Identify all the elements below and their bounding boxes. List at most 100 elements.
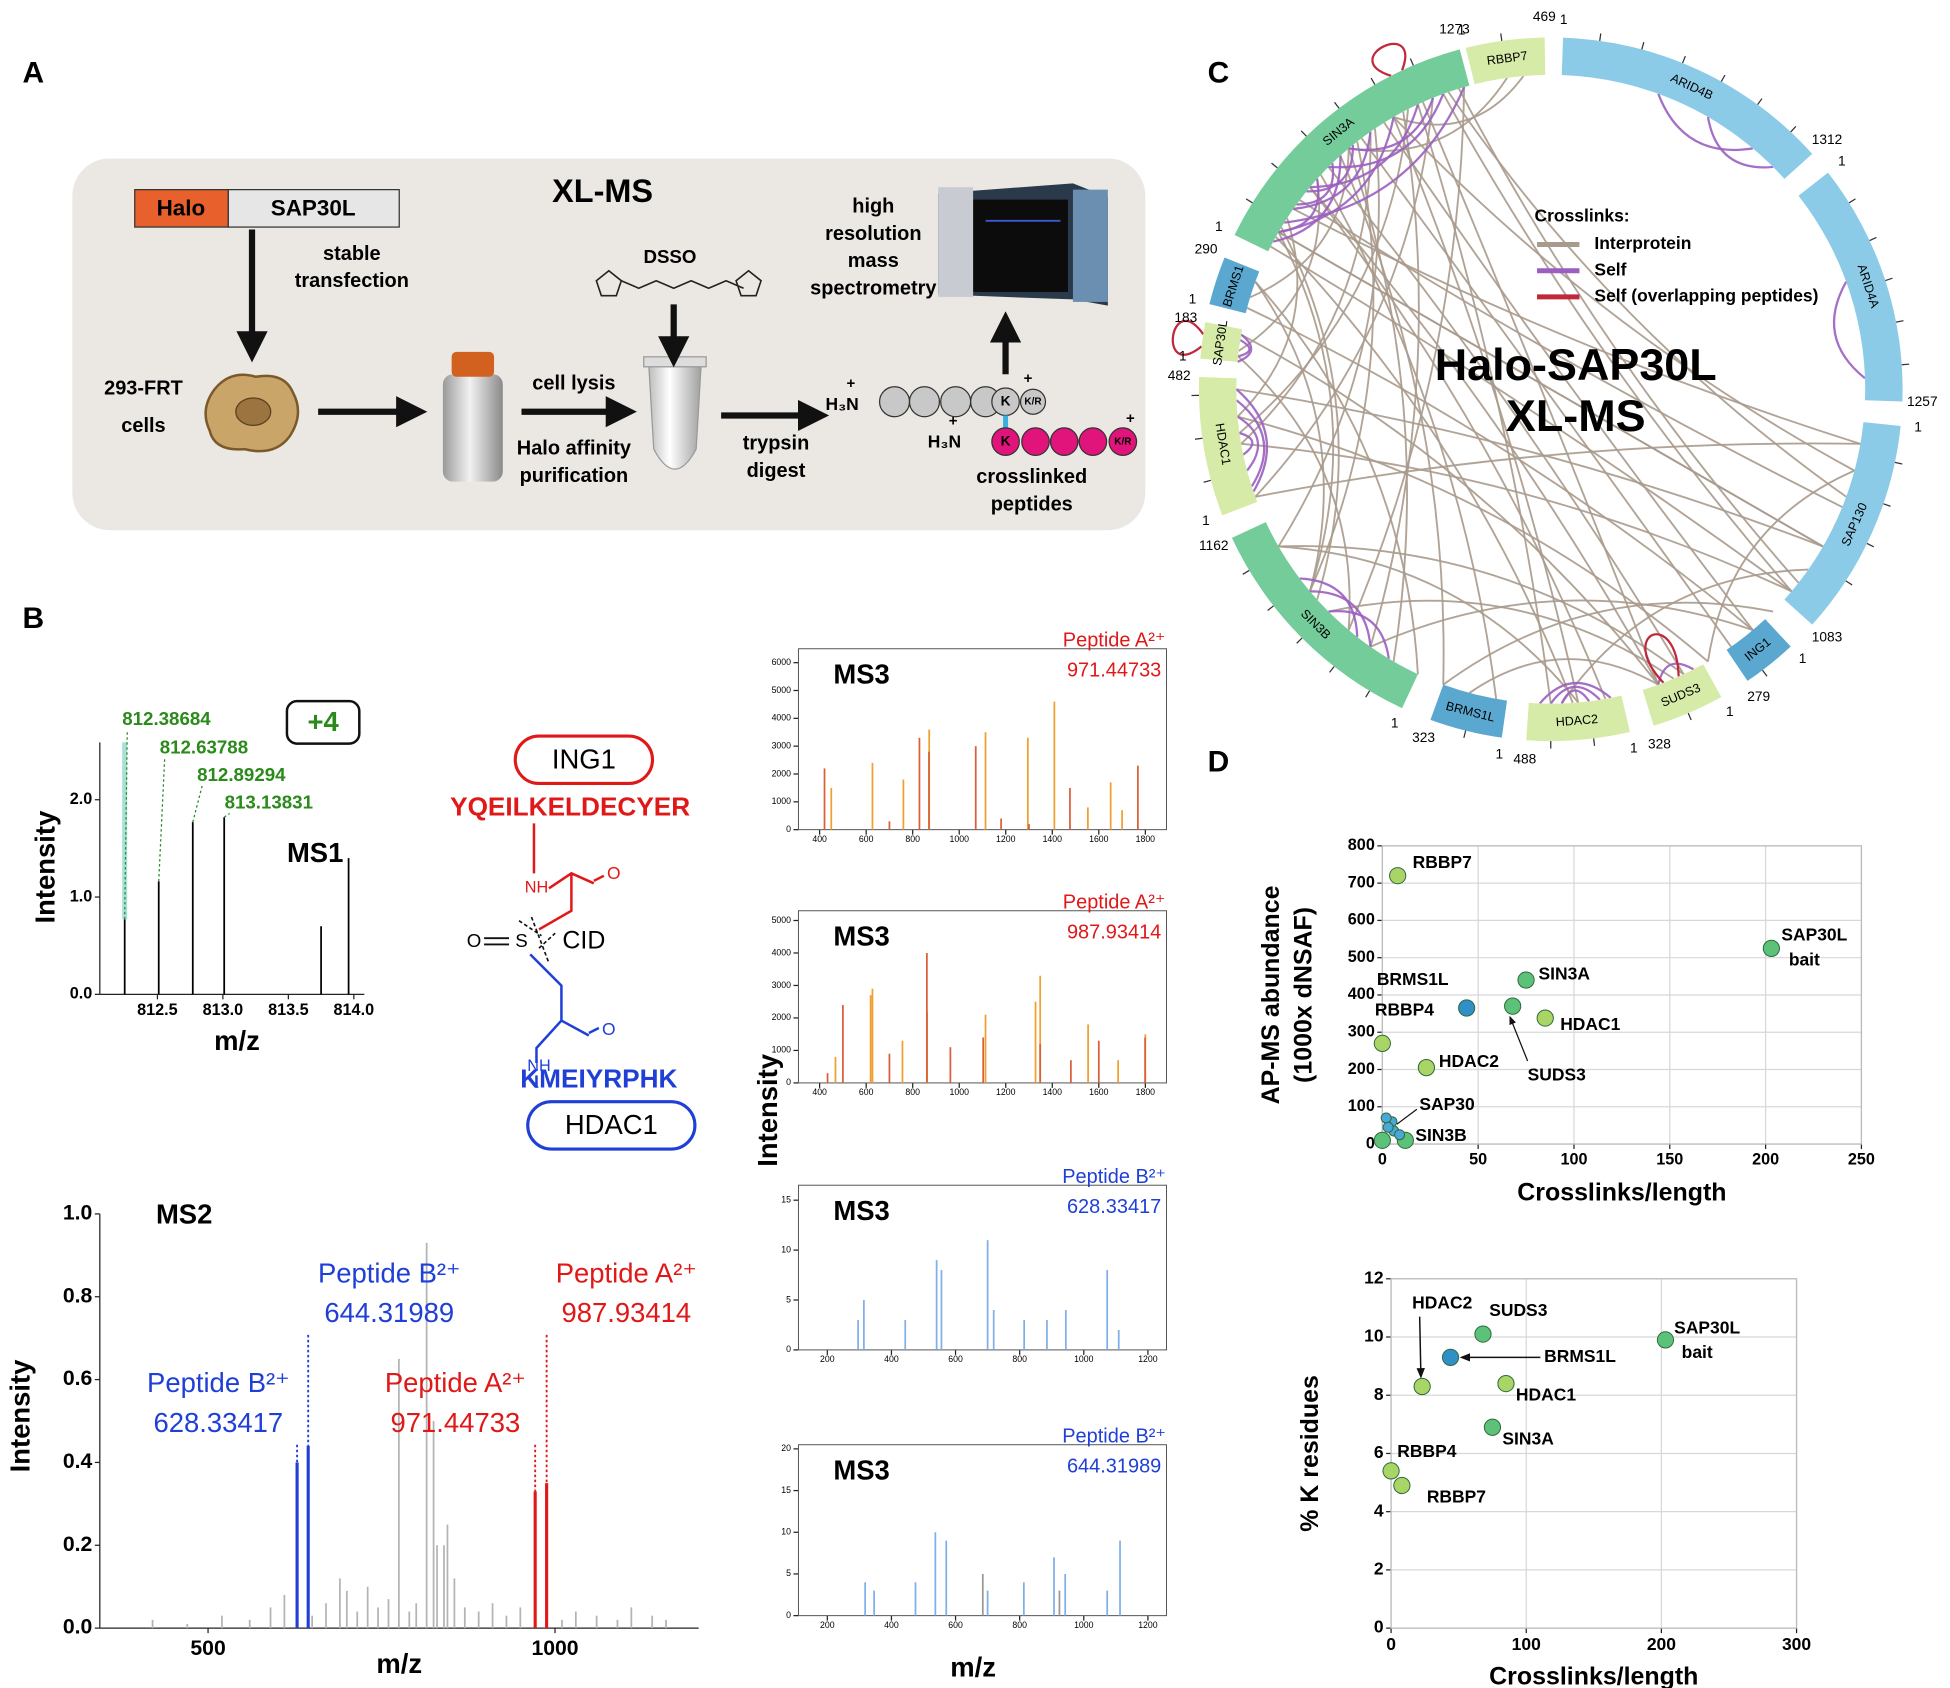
crosslink — [1241, 442, 1792, 593]
y-tick-label: 400 — [1348, 985, 1375, 1003]
label: K/R — [1024, 396, 1041, 407]
y-tick-label: 0 — [1374, 1617, 1384, 1637]
y-tick-label: 0.2 — [63, 1533, 92, 1556]
y-tick-label: 0 — [786, 1610, 791, 1620]
point-label: SAP30L — [1674, 1317, 1740, 1337]
ring-tick — [1757, 98, 1763, 105]
point-note: bait — [1682, 1342, 1713, 1362]
point-label: BRMS1L — [1544, 1346, 1616, 1366]
crosslink — [1309, 590, 1372, 647]
x-tick-label: 400 — [884, 1620, 899, 1630]
residue — [908, 386, 941, 418]
plot-frame — [1390, 1278, 1798, 1629]
bottle-cap — [451, 351, 495, 377]
isotope-label: 812.63788 — [160, 736, 248, 757]
leader — [192, 785, 203, 823]
crosslink — [1832, 281, 1866, 380]
point — [1474, 1325, 1492, 1343]
point-label: SAP30L — [1781, 925, 1847, 945]
y-tick-label: 1.0 — [70, 887, 93, 905]
point — [1393, 1476, 1411, 1495]
point — [1380, 1112, 1392, 1124]
crosslink — [1458, 88, 1800, 584]
residue-kr — [1108, 427, 1138, 456]
label: SAP30L — [271, 196, 356, 221]
y-tick-label: 0 — [786, 1077, 791, 1087]
residue-k — [991, 427, 1020, 456]
segment-name: HDAC2 — [1555, 712, 1598, 729]
y-tick-label: 5 — [786, 1294, 791, 1304]
label: + — [1126, 410, 1135, 427]
x-tick-label: 814.0 — [334, 1001, 375, 1019]
protein-segment — [1784, 422, 1901, 625]
crosslink — [1392, 116, 1855, 472]
crosslink — [1468, 658, 1659, 694]
point — [1373, 1131, 1391, 1149]
segment-name: SAP30L — [1210, 319, 1230, 366]
protein-segment — [1200, 322, 1243, 362]
y-tick-label: 0.0 — [63, 1616, 92, 1639]
crosslink — [1237, 339, 1251, 358]
crosslink — [1657, 93, 1754, 152]
label: K — [1001, 393, 1011, 408]
instrument-front — [938, 187, 974, 297]
ring-tick — [1194, 437, 1203, 440]
panel-a-title: XL-MS — [552, 173, 653, 209]
crosslink — [1309, 186, 1660, 686]
isotope-label: 812.38684 — [122, 708, 211, 729]
x-tick-label: 1000 — [1074, 1620, 1094, 1630]
leader — [158, 758, 166, 882]
y-tick-label: 0 — [786, 824, 791, 834]
x-axis-label: Crosslinks/length — [1489, 1663, 1698, 1688]
ring-tick — [1901, 363, 1910, 366]
protein-segment — [1561, 37, 1813, 179]
x-axis-label: m/z — [214, 1025, 260, 1056]
y-tick-label: 1000 — [772, 796, 792, 806]
linker-b — [529, 953, 590, 1088]
point — [1458, 999, 1476, 1017]
label: + — [846, 375, 855, 392]
nucleus — [235, 397, 272, 427]
y-tick-label: 4000 — [772, 947, 792, 957]
isotope-highlight — [122, 742, 128, 920]
x-tick-label: 1200 — [1138, 1620, 1158, 1630]
x-tick-label: 600 — [859, 834, 874, 844]
y-tick-label: 800 — [1348, 836, 1375, 854]
circle-title: Halo-SAP30L — [1435, 339, 1717, 390]
label: S — [515, 930, 527, 951]
label: cells — [121, 415, 165, 437]
x-tick-label: 200 — [1752, 1151, 1779, 1169]
panel-label: C — [1208, 57, 1230, 90]
y-tick-label: 20 — [781, 1443, 791, 1453]
segment-start: 1 — [1189, 292, 1197, 307]
ring-tick — [1687, 712, 1692, 721]
label: O — [607, 863, 621, 883]
isotope-label: 813.13831 — [225, 791, 313, 812]
tube-rim — [643, 356, 707, 368]
protein-segment — [1198, 376, 1258, 516]
segment-start: 1 — [1560, 12, 1568, 27]
label: NH — [527, 1057, 550, 1075]
y-tick-label: 600 — [1348, 911, 1375, 929]
y-tick-label: 1000 — [772, 1045, 792, 1055]
protein-segment — [1234, 49, 1470, 252]
y-tick-label: 200 — [1348, 1060, 1375, 1078]
crosslink — [1347, 148, 1408, 662]
protein-segment — [1526, 695, 1630, 742]
y-tick-label: 15 — [781, 1485, 791, 1495]
x-tick-label: 600 — [859, 1087, 874, 1097]
ring-tick — [1365, 690, 1371, 698]
chart-title: MS3 — [833, 1454, 889, 1485]
y-tick-label: 0 — [786, 1344, 791, 1354]
ring-tick — [1599, 33, 1602, 41]
ring-tick — [1296, 637, 1303, 644]
segment-end: 469 — [1533, 9, 1556, 24]
chart-title: MS1 — [287, 837, 343, 868]
y-tick-label: 5000 — [772, 685, 792, 695]
label: transfection — [295, 270, 409, 292]
ring-tick — [1681, 55, 1686, 64]
chart-title: MS3 — [833, 1195, 889, 1226]
point — [1504, 997, 1522, 1015]
label: ING1 — [552, 743, 616, 774]
y-tick-label: 4000 — [772, 713, 792, 723]
